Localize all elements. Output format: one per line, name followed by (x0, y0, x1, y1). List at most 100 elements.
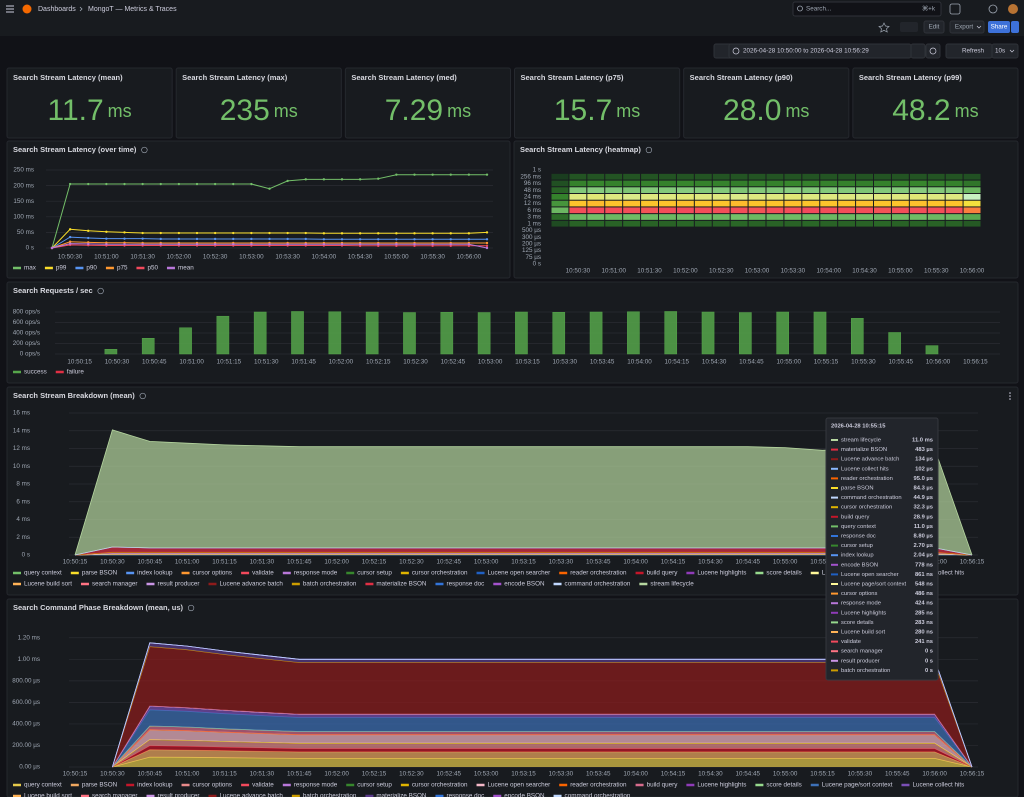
add-icon[interactable] (949, 3, 961, 15)
x-tick-label: 10:53:00 (239, 254, 264, 261)
legend-label[interactable]: p90 (86, 265, 97, 272)
legend-label[interactable]: Lucene open searcher (488, 570, 551, 577)
heatmap-cell (874, 173, 891, 180)
legend-label[interactable]: index lookup (137, 782, 173, 789)
legend-label[interactable]: cursor orchestration (412, 782, 468, 789)
heatmap-cell (766, 173, 784, 180)
legend-label[interactable]: success (24, 369, 47, 376)
legend-label[interactable]: cursor orchestration (412, 570, 468, 577)
legend-label[interactable]: validate (252, 570, 274, 577)
legend-label[interactable]: score details (766, 782, 801, 789)
point (322, 232, 326, 235)
legend-label[interactable]: command orchestration (565, 793, 631, 797)
legend-label[interactable]: mean (178, 265, 194, 272)
legend-label[interactable]: search manager (92, 581, 138, 588)
legend-label[interactable]: p75 (117, 265, 128, 272)
export-button[interactable] (949, 20, 985, 34)
legend-label[interactable]: Lucene advance batch (219, 793, 283, 797)
star-icon[interactable] (878, 22, 890, 33)
legend-label[interactable]: search manager (92, 793, 138, 797)
legend-label[interactable]: build query (647, 570, 679, 577)
x-tick-label: 10:54:30 (698, 771, 723, 778)
point (304, 178, 307, 181)
tooltip-name: Lucene build sort (841, 630, 886, 636)
x-tick-label: 10:50:45 (137, 771, 162, 778)
legend-label[interactable]: build query (647, 782, 679, 789)
x-tick-label: 10:51:15 (212, 771, 237, 778)
legend-label[interactable]: materialize BSON (376, 793, 426, 797)
x-tick-label: 10:54:30 (852, 268, 877, 275)
legend-label[interactable]: Lucene open searcher (488, 782, 551, 789)
tooltip-value: 32.3 µs (914, 505, 933, 511)
legend-label[interactable]: response doc (446, 581, 484, 588)
legend-label[interactable]: parse BSON (82, 570, 118, 577)
legend-label[interactable]: index lookup (137, 570, 173, 577)
legend-label[interactable]: reader orchestration (570, 570, 627, 577)
legend-label[interactable]: encode BSON (504, 581, 545, 588)
legend-label[interactable]: p50 (147, 265, 158, 272)
area-fill (75, 547, 972, 555)
legend-label[interactable]: score details (766, 570, 801, 577)
heatmap-cell (676, 173, 694, 180)
share-menu[interactable] (1011, 21, 1019, 33)
legend-label[interactable]: cursor setup (357, 570, 392, 577)
point (195, 231, 199, 235)
legend-label[interactable]: encode BSON (504, 793, 545, 797)
legend-label[interactable]: response mode (294, 570, 338, 577)
tooltip-name: Lucene highlights (841, 610, 886, 616)
breadcrumb-link[interactable]: Dashboards (38, 6, 76, 13)
legend-label[interactable]: materialize BSON (376, 581, 426, 588)
search-box[interactable] (792, 1, 942, 17)
legend-label[interactable]: Lucene page/sort context (822, 782, 893, 789)
legend-label[interactable]: response mode (294, 782, 338, 789)
legend-label[interactable]: validate (252, 782, 274, 789)
x-tick-label: 10:52:45 (436, 771, 461, 778)
heatmap-cell (802, 180, 820, 187)
y-tick-label: 200 µs (522, 241, 541, 248)
legend-label[interactable]: reader orchestration (570, 782, 627, 789)
point (105, 230, 108, 233)
legend-label[interactable]: parse BSON (82, 782, 118, 789)
legend-label[interactable]: cursor setup (357, 782, 392, 789)
legend-label[interactable]: response doc (446, 793, 484, 797)
legend-label[interactable]: cursor options (193, 782, 233, 789)
y-tick-label: 12 ms (13, 445, 30, 452)
user-avatar[interactable] (1008, 4, 1018, 14)
tooltip-value: 424 ns (915, 601, 933, 607)
legend-label[interactable]: query context (24, 782, 62, 789)
help-icon[interactable] (988, 4, 998, 14)
time-shift-forward[interactable] (910, 43, 926, 59)
refresh-label: Refresh (962, 48, 985, 55)
legend-label[interactable]: command orchestration (565, 581, 631, 588)
legend-label[interactable]: result producer (157, 581, 199, 588)
legend-label[interactable]: cursor options (193, 570, 233, 577)
x-tick-label: 10:50:15 (67, 359, 92, 366)
zoom-out[interactable] (925, 43, 941, 59)
legend-label[interactable]: Lucene highlights (697, 782, 746, 789)
legend-label[interactable]: Lucene collect hits (912, 782, 964, 789)
share-button[interactable] (988, 21, 1010, 33)
point (268, 237, 271, 241)
legend-label[interactable]: batch orchestration (303, 793, 357, 797)
settings-button[interactable] (900, 22, 918, 32)
legend-label[interactable]: batch orchestration (303, 581, 357, 588)
legend-label[interactable]: Lucene highlights (697, 570, 746, 577)
legend-label[interactable]: max (24, 265, 37, 272)
tooltip-value: 486 ns (915, 591, 933, 597)
grafana-logo[interactable] (22, 4, 32, 14)
x-tick-label: 10:53:30 (553, 359, 578, 366)
legend-label[interactable]: stream lifecycle (650, 581, 694, 588)
edit-button[interactable] (923, 20, 945, 34)
legend-label[interactable]: query context (24, 570, 62, 577)
stat-value: 48.2 ms (892, 94, 978, 127)
heatmap-cell (963, 173, 981, 180)
menu-icon[interactable] (6, 5, 14, 13)
legend-label[interactable]: p99 (56, 265, 67, 272)
legend-label[interactable]: Lucene advance batch (219, 581, 283, 588)
legend-label[interactable]: Lucene build sort (24, 581, 72, 588)
legend-label[interactable]: result producer (157, 793, 199, 797)
tooltip-name: encode BSON (841, 562, 878, 568)
legend-label[interactable]: Lucene build sort (24, 793, 72, 797)
legend-label[interactable]: failure (67, 369, 85, 376)
refresh-interval[interactable] (991, 43, 1019, 59)
